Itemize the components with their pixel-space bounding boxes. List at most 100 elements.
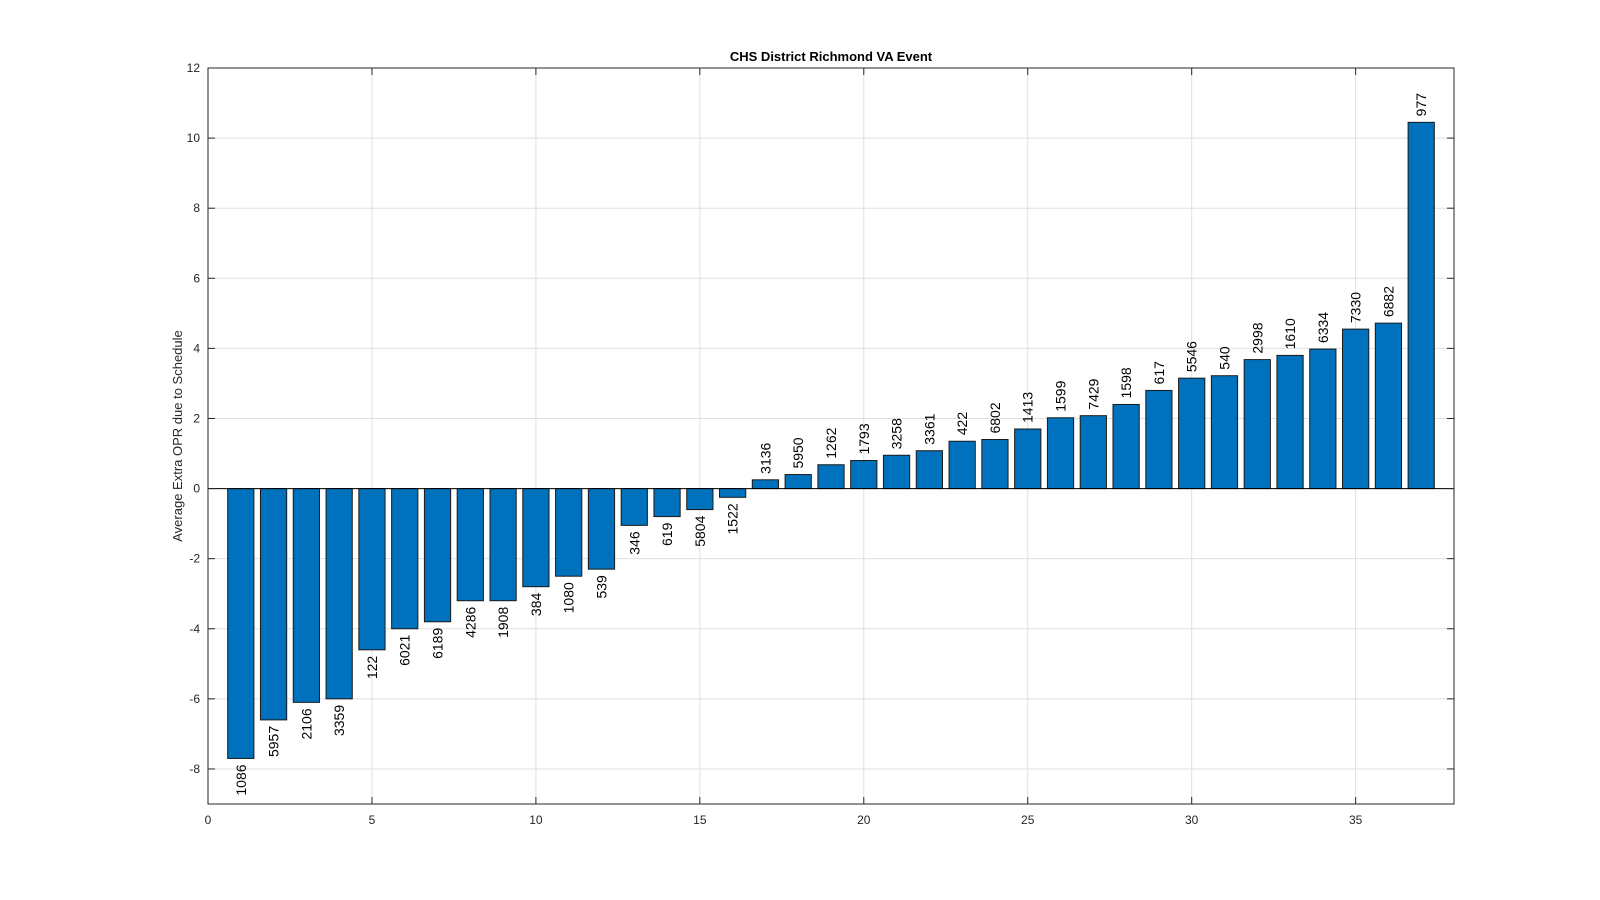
x-tick-label: 10 (529, 813, 543, 827)
bar (1210, 375, 1239, 490)
bar (1309, 348, 1337, 490)
bar-label: 1793 (856, 423, 872, 454)
bar-label: 2998 (1249, 322, 1265, 353)
bar (325, 488, 353, 700)
bar-label: 1599 (1053, 380, 1069, 411)
y-tick-label: -8 (189, 762, 200, 776)
bar-label: 7429 (1085, 378, 1101, 409)
x-tick-label: 20 (857, 813, 871, 827)
bar-label: 1598 (1118, 367, 1134, 398)
grid-lines (208, 67, 1454, 804)
bar (981, 439, 1009, 490)
bar-label: 5957 (266, 726, 282, 757)
bar (882, 454, 911, 490)
bar-label: 1522 (725, 503, 741, 534)
bar-label: 6802 (987, 402, 1003, 433)
y-tick-label: -2 (189, 552, 200, 566)
y-tick-label: 6 (193, 271, 200, 285)
bar (1374, 322, 1403, 490)
bar (587, 488, 616, 570)
x-tick-label: 5 (369, 813, 376, 827)
bar (915, 450, 943, 490)
bar (1276, 354, 1304, 490)
bar-label: 4286 (462, 607, 478, 638)
bar (948, 440, 976, 490)
y-tick-label: 10 (187, 131, 201, 145)
x-tick-label: 0 (205, 813, 212, 827)
bar (751, 479, 780, 490)
bar (227, 488, 255, 759)
bar-label: 1610 (1282, 318, 1298, 349)
bar (292, 488, 320, 703)
bar-label: 3258 (889, 418, 905, 449)
bar (1112, 403, 1140, 490)
bar-label: 617 (1151, 361, 1167, 385)
bars-group (208, 121, 1454, 759)
bar (1243, 359, 1271, 490)
bar (817, 464, 845, 490)
bar (456, 488, 484, 602)
bar-label: 539 (593, 575, 609, 599)
x-tick-label: 30 (1185, 813, 1199, 827)
bar (1342, 328, 1370, 490)
bar-label: 3359 (331, 705, 347, 736)
bar-label: 977 (1413, 93, 1429, 117)
y-tick-label: -6 (189, 692, 200, 706)
bar-label: 6021 (397, 635, 413, 666)
bar (1407, 121, 1435, 490)
bar-label: 1908 (495, 607, 511, 638)
bar (423, 488, 452, 623)
bar-label: 1262 (823, 427, 839, 458)
bar-label: 1413 (1020, 392, 1036, 423)
bar-label: 1080 (561, 582, 577, 613)
bar (686, 488, 714, 511)
bar (259, 488, 288, 721)
bar (555, 488, 583, 577)
bar (1178, 377, 1206, 490)
bar-label: 540 (1216, 346, 1232, 370)
bar-label: 384 (528, 592, 544, 616)
bar-label: 7330 (1348, 292, 1364, 323)
bar-label: 5950 (790, 437, 806, 468)
bar (850, 460, 878, 490)
x-tick-label: 35 (1349, 813, 1363, 827)
plot-frame (207, 67, 1455, 805)
bar-label: 3361 (921, 413, 937, 444)
bar (719, 488, 747, 498)
bar-label: 2106 (298, 708, 314, 739)
bar-label: 6334 (1315, 312, 1331, 343)
y-tick-label: 12 (187, 61, 201, 75)
bar (1046, 417, 1075, 490)
bar (1079, 415, 1107, 490)
bar-label: 619 (659, 522, 675, 546)
bar-labels-group: 1086 5957 2106 3359 122 6021 6189 4286 1908 384 10… (233, 93, 1429, 796)
x-tick-label: 25 (1021, 813, 1035, 827)
y-tick-label: 2 (193, 411, 200, 425)
chart-title: CHS District Richmond VA Event (730, 49, 933, 64)
y-tick-label: 0 (193, 482, 200, 496)
bar (489, 488, 517, 602)
y-tick-label: 4 (193, 341, 200, 355)
bar (522, 488, 550, 588)
bar-label: 5804 (692, 515, 708, 546)
y-axis-title: Average Extra OPR due to Schedule (170, 330, 185, 542)
bar-label: 6882 (1380, 286, 1396, 317)
x-tick-label: 15 (693, 813, 707, 827)
bar (784, 474, 812, 490)
bar-label: 122 (364, 656, 380, 680)
bar (1145, 389, 1173, 490)
bar-label: 5546 (1184, 341, 1200, 372)
bar-label: 422 (954, 412, 970, 436)
bar (620, 488, 648, 526)
bar (358, 488, 386, 651)
bar-label: 6189 (430, 628, 446, 659)
y-tick-label: -4 (189, 622, 200, 636)
bar (653, 488, 681, 518)
bar-label: 346 (626, 531, 642, 555)
bar-label: 1086 (233, 764, 249, 795)
tick-marks (207, 67, 1454, 804)
bar-label: 3136 (757, 442, 773, 473)
y-tick-label: 8 (193, 201, 200, 215)
bar (1014, 428, 1042, 490)
